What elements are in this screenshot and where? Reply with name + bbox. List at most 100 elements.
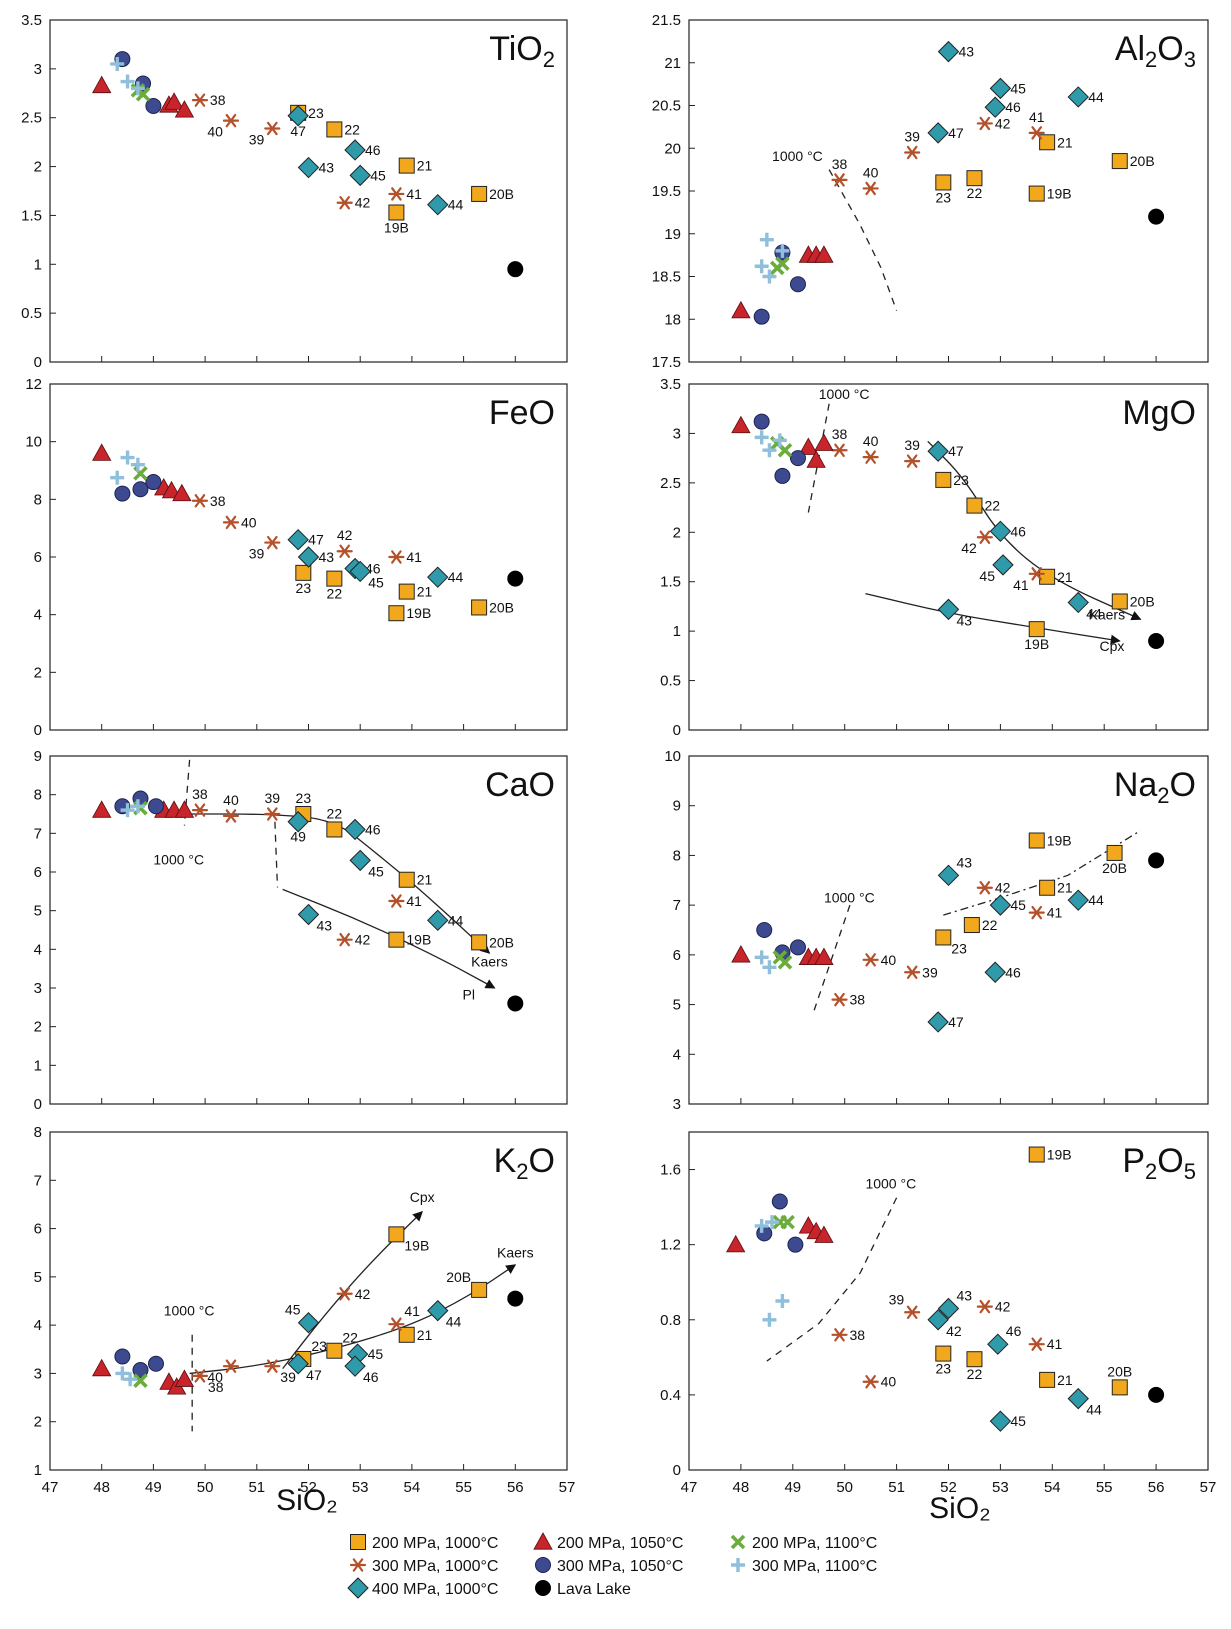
- data-point-s400-1000: [989, 894, 1012, 916]
- y-tick-label: 7: [673, 897, 681, 914]
- point-label: 47: [290, 123, 306, 139]
- legend-label: 200 MPa, 1100°C: [752, 1535, 877, 1552]
- trend-arrow-label: Kaers: [1089, 606, 1126, 622]
- trend-arrow-label: Pl: [463, 987, 475, 1003]
- data-point-s300-1000: [191, 1369, 209, 1383]
- point-label: 39: [904, 129, 920, 145]
- point-label: 45: [1010, 897, 1026, 913]
- data-point-s200-1000: [388, 931, 405, 948]
- point-label: 23: [296, 790, 312, 806]
- data-point-s300-1000: [976, 881, 993, 895]
- data-point-s300-1100: [772, 433, 787, 448]
- data-point-s200-1000: [935, 471, 952, 488]
- data-point-s300-1000: [1028, 567, 1045, 581]
- data-point-s300-1100: [762, 1312, 777, 1327]
- temperature-boundary-line: [766, 1197, 898, 1362]
- data-point-s300-1050: [114, 485, 131, 502]
- point-label: 39: [904, 437, 920, 453]
- data-point-s300-1000: [388, 1317, 405, 1331]
- legend-item-s300-1050: 300 MPa, 1050°C: [535, 1557, 683, 1575]
- point-label: 23: [311, 1338, 327, 1354]
- data-point-s200-1000: [295, 564, 312, 581]
- data-point-s200-1050: [731, 945, 751, 963]
- legend-swatch: [349, 1558, 367, 1572]
- point-label: 41: [1047, 1336, 1063, 1352]
- point-label: 19B: [1024, 636, 1049, 652]
- y-tick-label: 1.5: [21, 207, 42, 224]
- data-point-s300-1100: [115, 1366, 130, 1381]
- point-label: 20B: [489, 186, 514, 202]
- point-label: 47: [308, 532, 324, 548]
- legend-label: 300 MPa, 1100°C: [752, 1558, 877, 1575]
- x-tick-label: 50: [836, 1479, 853, 1496]
- point-label: 41: [1029, 109, 1045, 125]
- data-point-s200-1050: [174, 1369, 195, 1387]
- point-label: 23: [308, 105, 324, 121]
- y-tick-label: 1.5: [660, 574, 681, 591]
- x-tick-label: 47: [681, 1479, 698, 1496]
- point-label: 19B: [1047, 833, 1072, 849]
- point-label: 39: [889, 1291, 905, 1307]
- data-point-s200-1000: [471, 1281, 488, 1298]
- point-label: 39: [265, 790, 281, 806]
- data-point-s300-1100: [775, 1294, 790, 1308]
- data-point-s300-1050: [771, 1193, 788, 1210]
- y-tick-label: 3: [673, 1096, 681, 1113]
- data-point-s400-1000: [1067, 889, 1089, 911]
- temperature-boundary-line: [812, 904, 851, 1013]
- y-tick-label: 1: [673, 623, 681, 640]
- point-label: 44: [448, 197, 464, 213]
- data-point-s300-1000: [388, 550, 405, 564]
- data-point-s200-1050: [814, 947, 834, 965]
- y-tick-label: 8: [34, 1124, 42, 1141]
- x-tick-label: 53: [352, 1479, 369, 1496]
- legend-label: 300 MPa, 1000°C: [372, 1558, 498, 1575]
- trend-arrow: [927, 440, 1142, 621]
- data-point-s400-1000: [287, 811, 309, 833]
- data-point-s400-1000: [349, 164, 371, 187]
- data-point-lava: [507, 570, 524, 587]
- x-tick-label: 51: [248, 1479, 265, 1496]
- y-tick-label: 10: [664, 748, 681, 765]
- data-point-s200-1050: [731, 415, 751, 434]
- point-label: 40: [223, 792, 239, 808]
- data-point-s200-1000: [471, 599, 488, 616]
- point-label: 44: [446, 1314, 462, 1330]
- panel-title-text: TiO: [489, 30, 543, 68]
- y-tick-label: 0.4: [660, 1387, 681, 1404]
- data-point-s200-1000: [1106, 844, 1123, 861]
- point-label: 43: [957, 854, 973, 870]
- data-point-s400-1000: [937, 864, 960, 887]
- data-point-s300-1100: [762, 269, 777, 284]
- plot-frame: [49, 1131, 568, 1471]
- point-label: 19B: [406, 932, 431, 948]
- data-point-s200-1000: [1111, 153, 1128, 170]
- panel-title: Na2O: [1114, 766, 1196, 808]
- y-tick-label: 0.5: [21, 305, 42, 322]
- point-label: 40: [207, 1369, 223, 1385]
- y-tick-label: 4: [34, 607, 42, 624]
- temperature-label: 1000 °C: [865, 1175, 916, 1191]
- point-label: 44: [448, 912, 464, 928]
- data-point-s300-1100: [130, 457, 145, 472]
- data-point-s400-1000: [349, 849, 371, 872]
- point-label: 42: [995, 115, 1011, 131]
- data-point-s300-1000: [264, 121, 281, 136]
- y-tick-label: 20: [664, 140, 681, 157]
- x-tick-label: 48: [93, 1479, 110, 1496]
- data-point-s400-1000: [989, 77, 1012, 100]
- data-point-s300-1100: [762, 960, 777, 975]
- data-point-s300-1050: [145, 97, 162, 114]
- data-point-s300-1100: [110, 470, 125, 485]
- panel-title-text: FeO: [489, 394, 555, 432]
- data-point-s200-1000: [966, 170, 983, 187]
- legend-label: Lava Lake: [557, 1581, 631, 1598]
- data-point-s400-1000: [427, 566, 449, 588]
- point-label: 22: [967, 185, 983, 201]
- y-tick-label: 2: [34, 1019, 42, 1036]
- panel-title: P2O5: [1122, 1142, 1196, 1184]
- legend-label: 300 MPa, 1050°C: [557, 1558, 683, 1575]
- data-point-s400-1000: [1067, 86, 1089, 108]
- y-tick-label: 21.5: [652, 12, 681, 29]
